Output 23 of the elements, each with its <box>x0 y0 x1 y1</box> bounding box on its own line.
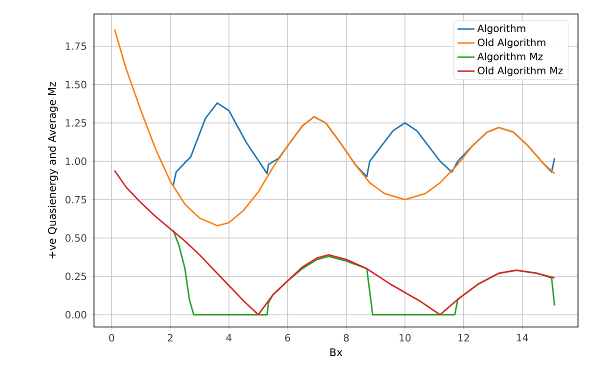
y-tick-label: 0.75 <box>65 196 86 204</box>
y-tick-label: 0.25 <box>65 272 86 280</box>
y-tick-label: 1.50 <box>66 80 86 88</box>
y-axis-title: +ve Quasienergy and Average Mz <box>48 82 58 258</box>
legend-label: Old Algorithm <box>478 38 546 48</box>
x-axis-title: Bx <box>330 348 342 356</box>
x-tick-label: 12 <box>458 334 469 342</box>
line-series <box>114 170 556 316</box>
x-tick-label: 6 <box>285 334 290 342</box>
x-tick-label: 2 <box>168 334 172 342</box>
x-tick-label: 4 <box>226 334 232 342</box>
y-tick-label: 1.25 <box>66 119 86 127</box>
legend-label: Algorithm <box>477 24 526 34</box>
y-tick-label: 1.00 <box>66 158 86 166</box>
y-tick-label: 1.75 <box>66 42 86 50</box>
y-tick-label: 0.50 <box>65 234 86 242</box>
y-tick-label: 0.00 <box>65 310 86 318</box>
x-tick-label: 14 <box>517 334 528 342</box>
legend-label: Algorithm Mz <box>477 52 543 62</box>
x-tick-label: 0 <box>109 334 114 342</box>
legend-label: Old Algorithm Mz <box>478 66 563 76</box>
x-tick-label: 10 <box>400 334 411 342</box>
x-tick-label: 8 <box>344 334 349 342</box>
